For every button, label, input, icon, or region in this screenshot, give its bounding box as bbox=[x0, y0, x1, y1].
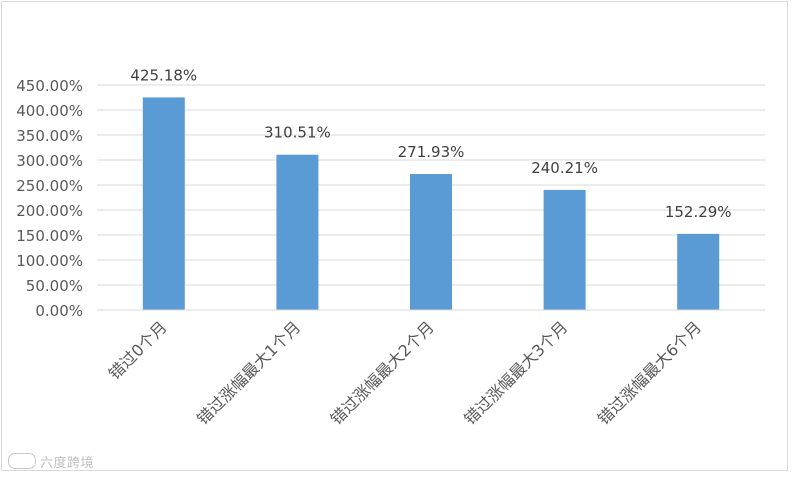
data-labels: 425.18% 310.51% 271.93% 240.21% 152.29% bbox=[130, 66, 731, 220]
x-category-label: 错过0个月 bbox=[105, 317, 171, 383]
bar bbox=[410, 174, 452, 310]
watermark: 六度跨境 bbox=[8, 452, 94, 471]
y-tick-label: 200.00% bbox=[16, 202, 83, 220]
x-category-label: 错过涨幅最大2个月 bbox=[327, 317, 438, 428]
bar bbox=[677, 233, 720, 310]
data-label: 425.18% bbox=[130, 66, 197, 84]
data-label: 310.51% bbox=[264, 124, 331, 142]
x-category-label: 错过涨幅最大3个月 bbox=[460, 317, 571, 428]
y-tick-label: 50.00% bbox=[26, 277, 83, 295]
bar bbox=[276, 154, 319, 310]
y-tick-label: 150.00% bbox=[16, 227, 83, 245]
bars bbox=[142, 97, 720, 310]
y-tick-label: 250.00% bbox=[16, 177, 83, 195]
watermark-logo-icon bbox=[8, 453, 36, 469]
watermark-text: 六度跨境 bbox=[40, 456, 95, 471]
y-tick-label: 0.00% bbox=[35, 302, 83, 320]
y-tick-label: 400.00% bbox=[16, 102, 83, 120]
bar bbox=[543, 189, 586, 310]
gridlines bbox=[97, 84, 765, 286]
data-label: 240.21% bbox=[531, 159, 598, 177]
x-category-label: 错过涨幅最大1个月 bbox=[193, 317, 304, 428]
y-tick-label: 300.00% bbox=[16, 152, 83, 170]
data-label: 271.93% bbox=[398, 143, 465, 161]
y-tick-label: 450.00% bbox=[16, 77, 83, 95]
y-tick-label: 100.00% bbox=[16, 252, 83, 270]
y-tick-label: 350.00% bbox=[16, 127, 83, 145]
x-category-label: 错过涨幅最大6个月 bbox=[594, 317, 705, 428]
y-axis-ticks: 0.00% 50.00% 100.00% 150.00% 200.00% 250.00% 3… bbox=[16, 77, 83, 320]
chart-frame bbox=[1, 1, 788, 471]
bar bbox=[142, 97, 185, 310]
x-axis-categories: 错过0个月 错过涨幅最大1个月 错过涨幅最大2个月 错过涨幅最大3个月 错过涨幅最大6个… bbox=[105, 317, 705, 428]
data-label: 152.29% bbox=[665, 203, 732, 221]
